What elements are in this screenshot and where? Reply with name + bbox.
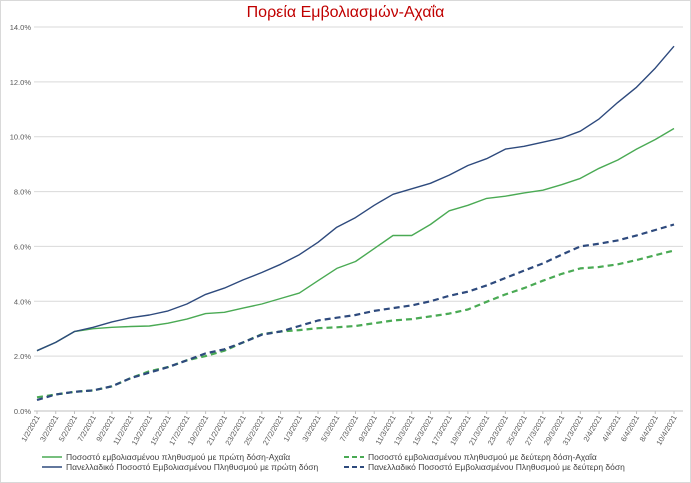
y-tick-label: 14.0%	[10, 23, 32, 32]
series-lines	[36, 45, 675, 402]
legend-label: Ποσοστό εμβολιασμένου πληθυσμού με πρώτη…	[66, 452, 290, 462]
y-tick-label: 2.0%	[14, 352, 31, 361]
series-line-3	[36, 45, 675, 352]
series-line-1	[36, 127, 675, 352]
x-axis-ticks: 1/2/20213/2/20215/2/20217/2/20219/2/2021…	[19, 411, 679, 447]
y-tick-label: 10.0%	[10, 133, 32, 142]
y-tick-label: 0.0%	[14, 407, 31, 416]
grid-lines	[34, 26, 683, 412]
chart-title: Πορεία Εμβολιασμών-Αχαΐα	[246, 4, 445, 21]
legend-label: Πανελλαδικό Ποσοστό Εμβολιασμένου Πληθυσ…	[66, 462, 319, 472]
y-tick-label: 8.0%	[14, 188, 31, 197]
series-line-2	[36, 249, 675, 399]
series-line-4	[36, 223, 675, 402]
y-tick-label: 6.0%	[14, 242, 31, 251]
legend-label: Ποσοστό εμβολιασμένου πληθυσμού με δεύτε…	[368, 452, 597, 462]
legend: Ποσοστό εμβολιασμένου πληθυσμού με πρώτη…	[42, 452, 625, 472]
y-tick-label: 4.0%	[14, 297, 31, 306]
y-tick-label: 12.0%	[10, 78, 32, 87]
legend-label: Πανελλαδικό Ποσοστό Εμβολιασμένου Πληθυσ…	[368, 462, 625, 472]
y-axis-ticks: 0.0% 2.0% 4.0% 6.0% 8.0% 10.0% 12.0% 14.0%	[10, 23, 32, 416]
